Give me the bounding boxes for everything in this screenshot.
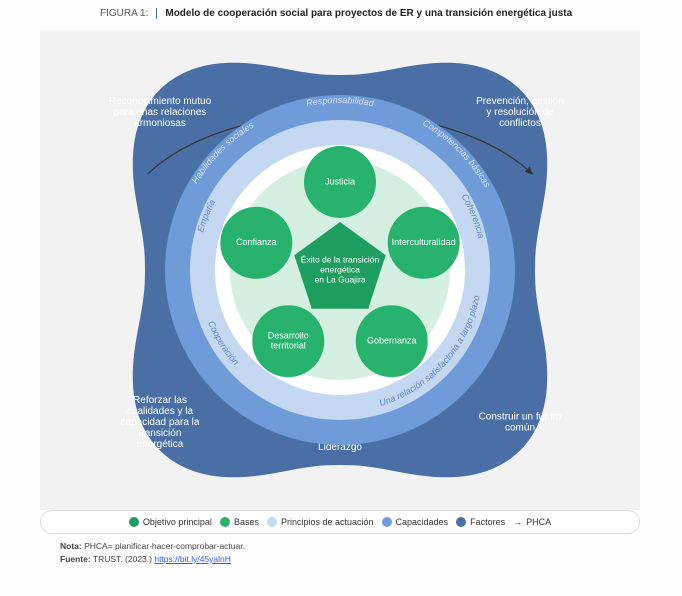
- source-line: Fuente: TRUST. (2023.) https://bit.ly/45…: [60, 553, 245, 566]
- arrow-icon: →: [513, 517, 522, 527]
- legend-label: Principios de actuación: [281, 517, 374, 527]
- legend-label: Factores: [470, 517, 505, 527]
- factor-label: capacidad para la: [121, 417, 200, 428]
- legend-label: Capacidades: [396, 517, 449, 527]
- svg-text:Gobernanza: Gobernanza: [367, 336, 417, 346]
- diagram-svg: Reconocimiento mutuopara unas relaciones…: [40, 30, 640, 510]
- source-label: Fuente:: [60, 554, 91, 564]
- svg-text:territorial: territorial: [271, 341, 306, 351]
- legend-item-bases: Bases: [220, 517, 259, 527]
- note-label: Nota:: [60, 541, 82, 551]
- factor-label: Reconocimiento mutuo: [109, 96, 212, 107]
- factor-label: Prevención, gestión: [476, 96, 564, 107]
- legend: Objetivo principal Bases Principios de act…: [40, 510, 640, 534]
- source-text: TRUST. (2023.): [93, 554, 152, 564]
- legend-label: Objetivo principal: [143, 517, 212, 527]
- factor-label: y resolución de: [486, 107, 554, 118]
- svg-text:Justicia: Justicia: [325, 176, 355, 186]
- source-link[interactable]: https://bit.ly/45yalnH: [154, 554, 231, 564]
- factor-label: energética: [137, 439, 184, 450]
- footnotes: Nota: PHCA= planificar-hacer-comprobar-a…: [60, 540, 245, 566]
- factor-label: cualidades y la: [127, 406, 194, 417]
- figure-title: Modelo de cooperación social para proyec…: [157, 8, 572, 19]
- legend-label: PHCA: [526, 517, 551, 527]
- factor-label: para unas relaciones: [114, 107, 207, 118]
- svg-text:Desarrollo: Desarrollo: [268, 331, 309, 341]
- legend-dot: [220, 517, 230, 527]
- svg-text:Interculturalidad: Interculturalidad: [392, 237, 456, 247]
- legend-label: Bases: [234, 517, 259, 527]
- factor-label: conflictos: [499, 118, 541, 129]
- legend-item-objetivo: Objetivo principal: [129, 517, 212, 527]
- diagram-container: Reconocimiento mutuopara unas relaciones…: [40, 30, 640, 510]
- svg-text:energética: energética: [320, 264, 360, 274]
- svg-text:en La Guajira: en La Guajira: [314, 274, 365, 284]
- factor-label: armoniosas: [134, 118, 186, 129]
- svg-text:Éxito de la transición: Éxito de la transición: [301, 254, 380, 264]
- legend-item-factores: Factores: [456, 517, 505, 527]
- figure-number: FIGURA 1:: [100, 8, 157, 19]
- factor-label: común: [505, 423, 535, 434]
- factor-label: transición: [139, 428, 182, 439]
- legend-dot: [267, 517, 277, 527]
- figure-header: FIGURA 1: Modelo de cooperación social p…: [100, 8, 642, 19]
- svg-text:Confianza: Confianza: [236, 237, 277, 247]
- legend-item-capacidades: Capacidades: [382, 517, 449, 527]
- factor-label: Reforzar las: [133, 395, 187, 406]
- legend-item-phca: → PHCA: [513, 517, 551, 527]
- legend-dot: [382, 517, 392, 527]
- legend-item-principios: Principios de actuación: [267, 517, 374, 527]
- factor-label: Construir un futuro: [479, 412, 562, 423]
- legend-dot: [129, 517, 139, 527]
- note-text: PHCA= planificar-hacer-comprobar-actuar.: [84, 541, 245, 551]
- legend-dot: [456, 517, 466, 527]
- note-line: Nota: PHCA= planificar-hacer-comprobar-a…: [60, 540, 245, 553]
